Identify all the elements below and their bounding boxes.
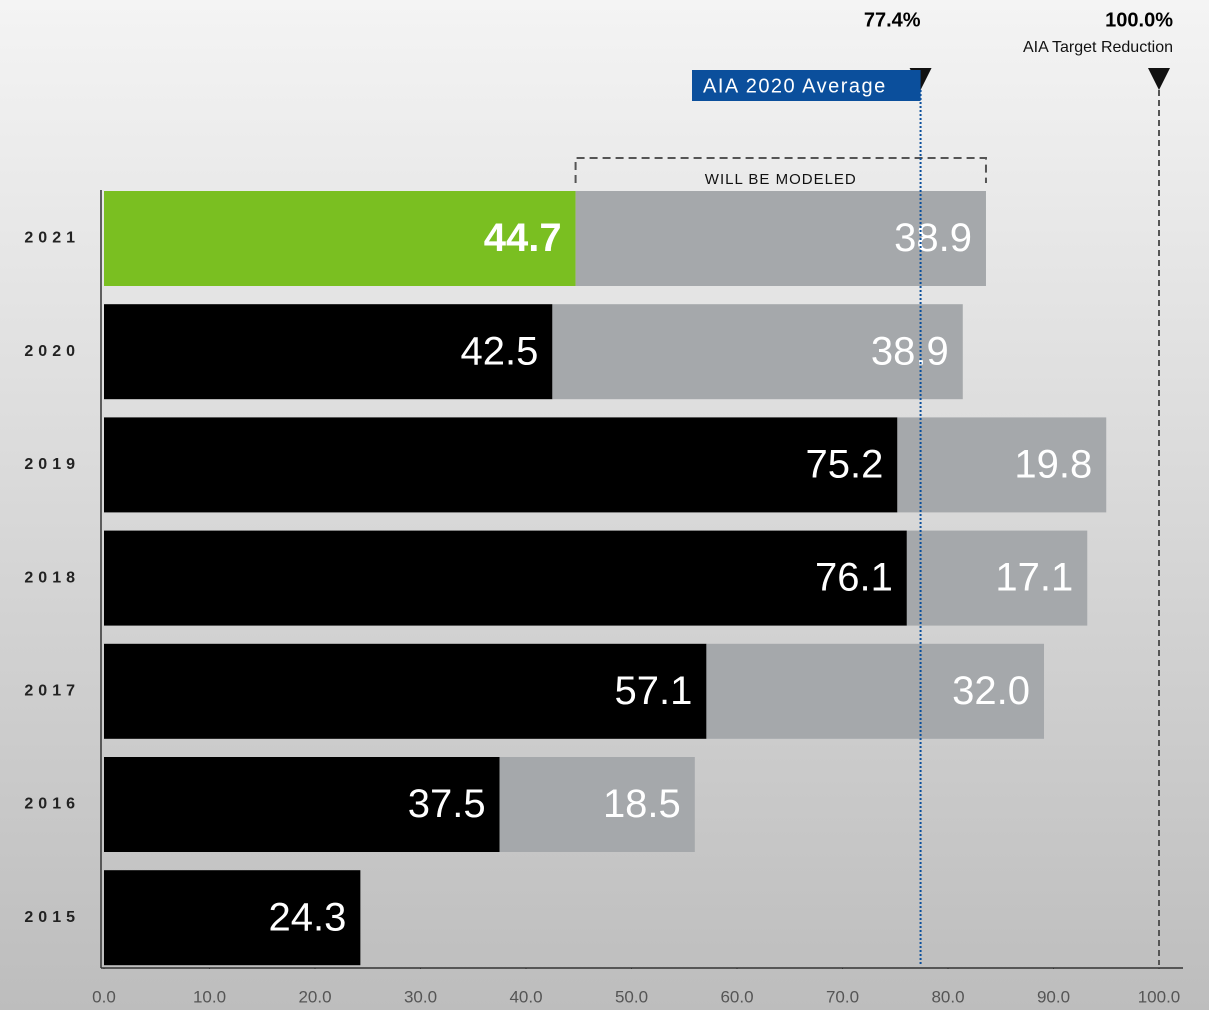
data-label: 32.0 xyxy=(952,669,1030,713)
bar-segment xyxy=(906,530,1088,626)
data-label: 44.7 xyxy=(484,216,562,260)
bar-segment xyxy=(575,191,986,286)
data-label: 37.5 xyxy=(408,782,486,826)
data-label: 19.8 xyxy=(1014,442,1092,486)
x-tick-label: 40.0 xyxy=(509,987,542,1006)
data-label: 18.5 xyxy=(603,782,681,826)
reference-label-box xyxy=(692,70,921,101)
x-tick-label: 70.0 xyxy=(826,987,859,1006)
data-label: 38.9 xyxy=(894,216,972,260)
bracket-label: WILL BE MODELED xyxy=(705,171,857,188)
bar-segment xyxy=(104,530,907,626)
x-tick-label: 0.0 xyxy=(92,987,116,1006)
category-label: 2018 xyxy=(24,569,80,586)
bar-segment xyxy=(104,757,500,852)
category-label: 2015 xyxy=(24,909,80,926)
data-label: 17.1 xyxy=(995,556,1073,600)
reference-label: AIA 2020 Average xyxy=(703,75,887,97)
category-label: 2020 xyxy=(24,343,80,360)
category-label: 2021 xyxy=(24,230,80,247)
x-tick-label: 60.0 xyxy=(720,987,753,1006)
bracket xyxy=(574,157,987,183)
x-tick-label: 90.0 xyxy=(1037,987,1070,1006)
data-label: 76.1 xyxy=(815,556,893,600)
reference-label: AIA Target Reduction xyxy=(1023,39,1173,56)
reference-marker xyxy=(1148,68,1170,90)
category-label: 2016 xyxy=(24,796,80,813)
bar-segment xyxy=(104,643,707,739)
x-tick-label: 50.0 xyxy=(615,987,648,1006)
x-tick-label: 10.0 xyxy=(193,987,226,1006)
bar-segment xyxy=(897,417,1107,513)
bar-segment xyxy=(104,304,553,400)
data-label: 24.3 xyxy=(269,895,347,939)
bar-segment xyxy=(104,191,576,286)
data-label: 57.1 xyxy=(615,669,693,713)
data-label: 75.2 xyxy=(806,442,884,486)
reference-value: 100.0% xyxy=(1105,9,1173,31)
bar-segment xyxy=(104,417,898,513)
bar-segment xyxy=(706,643,1045,739)
x-tick-label: 100.0 xyxy=(1138,987,1181,1006)
x-tick-label: 30.0 xyxy=(404,987,437,1006)
bar-segment xyxy=(499,757,695,852)
x-tick-label: 20.0 xyxy=(298,987,331,1006)
bar-segment xyxy=(552,304,963,400)
bar-segment xyxy=(104,870,361,966)
data-label: 38.9 xyxy=(871,329,949,373)
category-label: 2017 xyxy=(24,683,80,700)
x-tick-label: 80.0 xyxy=(931,987,964,1006)
data-label: 42.5 xyxy=(461,329,539,373)
category-label: 2019 xyxy=(24,456,80,473)
reference-value: 77.4% xyxy=(864,9,921,31)
